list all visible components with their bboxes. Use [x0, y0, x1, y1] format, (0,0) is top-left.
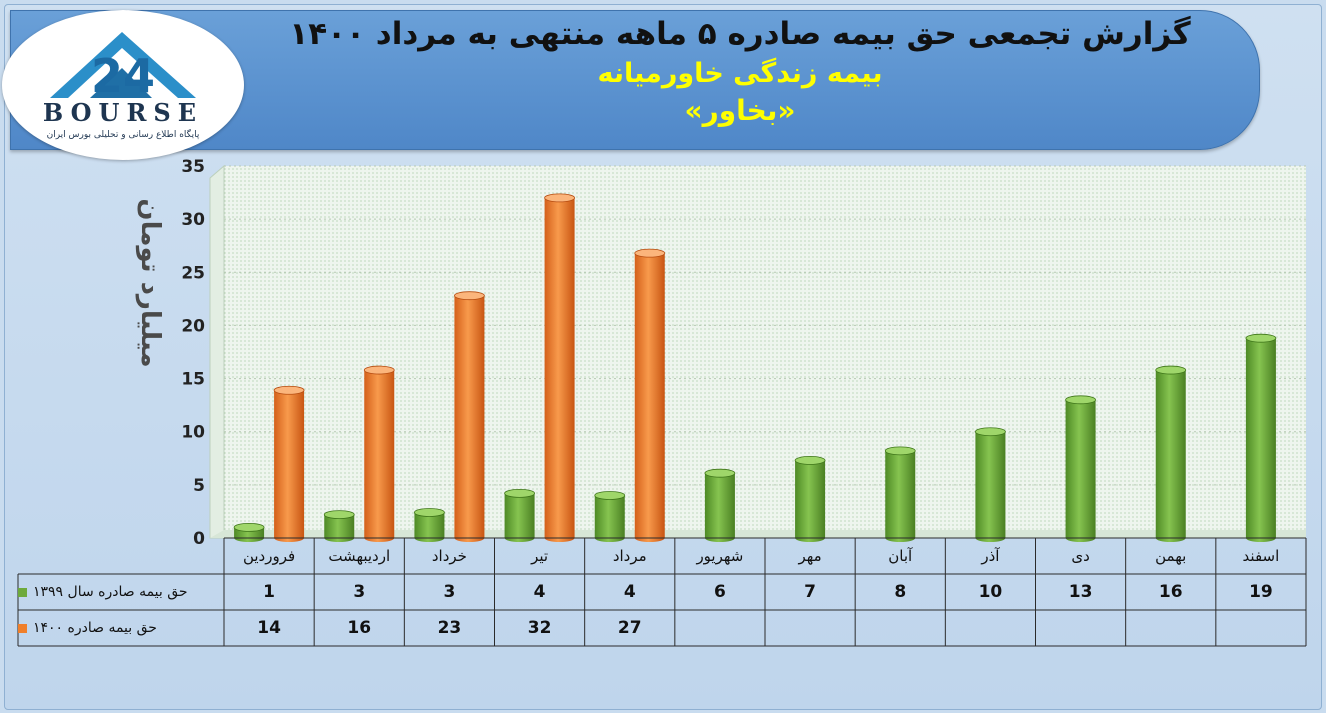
- data-label: 7: [804, 582, 816, 602]
- legend-entry: حق بیمه صادره سال ۱۳۹۹: [18, 574, 224, 610]
- data-label: 4: [623, 582, 636, 602]
- data-label: 1: [263, 582, 275, 602]
- bar-1399: [414, 508, 445, 542]
- y-tick-label: 25: [181, 263, 205, 283]
- data-label: [945, 610, 1035, 646]
- logo-mark-text: 24: [91, 49, 155, 103]
- bar-1399: [504, 488, 535, 542]
- bar-1400: [634, 248, 666, 542]
- y-tick-label: 5: [193, 476, 205, 496]
- x-tick-label: اسفند: [1242, 547, 1280, 565]
- y-tick-label: 35: [181, 157, 205, 177]
- logo-tagline: پایگاه اطلاع رسانی و تحلیلی بورس ایران: [46, 130, 200, 140]
- logo-wordmark: BOURSE: [42, 98, 204, 127]
- bar-1399: [704, 468, 736, 542]
- data-label: 6: [713, 582, 726, 602]
- data-label: [765, 610, 855, 646]
- data-label: 8: [894, 582, 907, 602]
- x-tick-label: آذر: [981, 547, 1000, 565]
- report-title: گزارش تجمعی حق بیمه صادره ۵ ماهه منتهی ب…: [289, 16, 1191, 52]
- ticker-symbol: «بخاور»: [684, 94, 796, 127]
- bar-1399: [975, 427, 1006, 542]
- x-tick-label: فروردین: [242, 547, 296, 565]
- bar-1399: [884, 446, 916, 542]
- logo-mark-icon: 24: [50, 32, 196, 103]
- data-label: [1126, 610, 1216, 646]
- bar-1399: [594, 491, 626, 542]
- y-tick-label: 30: [181, 210, 205, 230]
- data-label: 19: [1249, 582, 1273, 602]
- data-label: 13: [1068, 582, 1093, 602]
- x-tick-label: مرداد: [612, 547, 647, 565]
- y-tick-label: 20: [181, 316, 205, 336]
- bar-1400: [544, 193, 575, 542]
- data-label: 27: [617, 618, 642, 638]
- bar-1399: [1065, 395, 1096, 542]
- legend-entry: حق بیمه صادره ۱۴۰۰: [18, 610, 224, 646]
- data-label: 16: [1158, 582, 1183, 602]
- y-tick-label: 15: [181, 370, 205, 390]
- bourse24-logo: 24 BOURSE پایگاه اطلاع رسانی و تحلیلی بو…: [2, 10, 244, 160]
- x-tick-label: آبان: [888, 547, 913, 565]
- data-label: [675, 610, 765, 646]
- data-label: 32: [527, 618, 552, 638]
- plot-side-wall: [209, 164, 225, 539]
- y-tick-label: 10: [181, 423, 205, 443]
- data-label: [855, 610, 945, 646]
- bar-1399: [794, 456, 826, 542]
- data-label: 16: [347, 618, 372, 638]
- bar-1399: [323, 510, 355, 542]
- data-label: 23: [437, 618, 462, 638]
- data-label: 3: [353, 582, 366, 602]
- x-tick-label: دی: [1071, 547, 1090, 565]
- bar-1400: [363, 365, 395, 542]
- x-tick-label: بهمن: [1155, 547, 1187, 565]
- x-tick-label: تیر: [531, 547, 549, 565]
- x-tick-label: اردیبهشت: [328, 547, 391, 565]
- y-tick-label: 0: [193, 529, 205, 549]
- data-label: 4: [533, 582, 546, 602]
- data-label: 14: [257, 618, 281, 638]
- legend-label: حق بیمه صادره ۱۴۰۰: [33, 620, 157, 636]
- legend-label: حق بیمه صادره سال ۱۳۹۹: [33, 584, 188, 600]
- bar-1400: [273, 385, 305, 542]
- x-tick-label: مهر: [798, 547, 822, 565]
- legend-swatch: [18, 623, 27, 633]
- x-tick-label: شهریور: [696, 547, 744, 565]
- data-label: [1216, 610, 1306, 646]
- bar-1399: [1155, 365, 1187, 542]
- bar-1400: [454, 291, 485, 542]
- legend-swatch: [18, 587, 27, 597]
- data-label: 10: [978, 582, 1003, 602]
- data-label: 3: [443, 582, 456, 602]
- company-name: بیمه زندگی خاورمیانه: [597, 58, 883, 89]
- plot-back-wall: [224, 166, 1306, 538]
- bar-1399: [1245, 333, 1277, 542]
- x-tick-label: خرداد: [431, 547, 467, 565]
- data-label: [1036, 610, 1126, 646]
